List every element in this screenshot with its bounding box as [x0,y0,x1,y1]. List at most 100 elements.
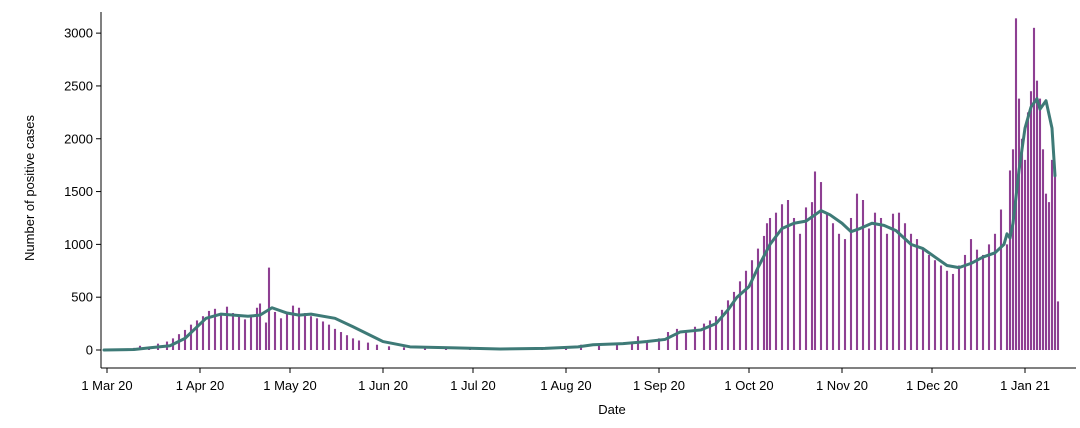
bar [366,342,370,350]
bar [1011,149,1015,350]
bar [1017,98,1021,350]
bar [321,321,325,350]
bar [798,233,802,350]
bar [309,316,313,350]
bar [774,212,778,350]
y-tick-label: 500 [71,290,93,305]
x-tick-label: 1 Nov 20 [816,378,868,393]
x-tick-label: 1 Jan 21 [1000,378,1050,393]
bar [1023,159,1027,351]
bar [1026,112,1030,350]
x-tick-label: 1 Oct 20 [724,378,773,393]
bar [987,244,991,351]
bar [804,207,808,350]
bar [1029,91,1033,350]
bar [819,182,823,350]
bar [1020,138,1024,350]
x-axis-title: Date [598,402,625,417]
bar [825,212,829,350]
bar [909,233,913,350]
y-tick-label: 3000 [64,26,93,41]
bar [630,341,634,350]
bar [999,209,1003,350]
bar [249,315,253,350]
y-tick-label: 0 [86,343,93,358]
y-tick-label: 2500 [64,78,93,93]
bar [849,217,853,350]
bar [225,306,229,350]
bar [213,308,217,350]
bar [666,332,670,350]
bar [333,328,337,351]
bar [303,313,307,350]
bar [297,307,301,350]
bar [921,249,925,350]
bar [1053,175,1057,350]
bar [1008,170,1012,350]
bar [375,344,379,350]
bar [750,260,754,350]
bar [957,265,961,350]
bar [768,217,772,350]
bar [927,254,931,350]
bar [237,316,241,350]
bar [969,239,973,350]
bar [981,254,985,350]
bar [387,346,391,350]
bar [1035,80,1039,350]
y-tick-label: 1500 [64,184,93,199]
x-tick-label: 1 Dec 20 [906,378,958,393]
moving-average-line [102,97,1057,352]
bar [855,193,859,350]
bar [231,313,235,350]
bar [951,273,955,350]
bar [792,217,796,350]
bar [780,204,784,350]
bar [1041,149,1045,350]
bar [708,320,712,350]
x-tick-label: 1 Mar 20 [81,378,132,393]
bar [273,311,277,350]
bar [684,330,688,350]
bar [255,307,259,350]
bar [615,344,619,350]
bar [873,212,877,350]
bar [702,323,706,350]
bar [765,223,769,350]
bar [738,281,742,350]
bar [327,324,331,350]
bar [357,340,361,350]
bar [1005,244,1009,351]
bar [444,348,448,350]
bar [993,233,997,350]
bar [963,254,967,350]
bar [264,322,268,350]
bar [345,335,349,350]
bar [291,305,295,350]
bar [786,200,790,350]
bar [1032,27,1036,351]
bar [939,265,943,350]
bar [975,249,979,350]
bar [1050,159,1054,351]
bar [891,213,895,350]
bar [732,291,736,350]
x-tick-label: 1 Jul 20 [450,378,496,393]
bar [219,315,223,350]
bar [1047,202,1051,351]
bar [189,324,193,350]
bar [714,316,718,350]
bar [243,319,247,350]
line-group [102,97,1057,352]
bar [1044,193,1048,350]
bar [1038,98,1042,350]
x-ticks: 1 Mar 20 1 Apr 20 1 May 20 1 Jun 20 1 Jul 20… [81,368,1050,393]
bar [861,200,865,350]
bar [201,316,205,350]
x-tick-label: 1 May 20 [263,378,316,393]
y-tick-label: 2000 [64,131,93,146]
bar [744,270,748,350]
bar [279,318,283,350]
bar [402,347,406,350]
